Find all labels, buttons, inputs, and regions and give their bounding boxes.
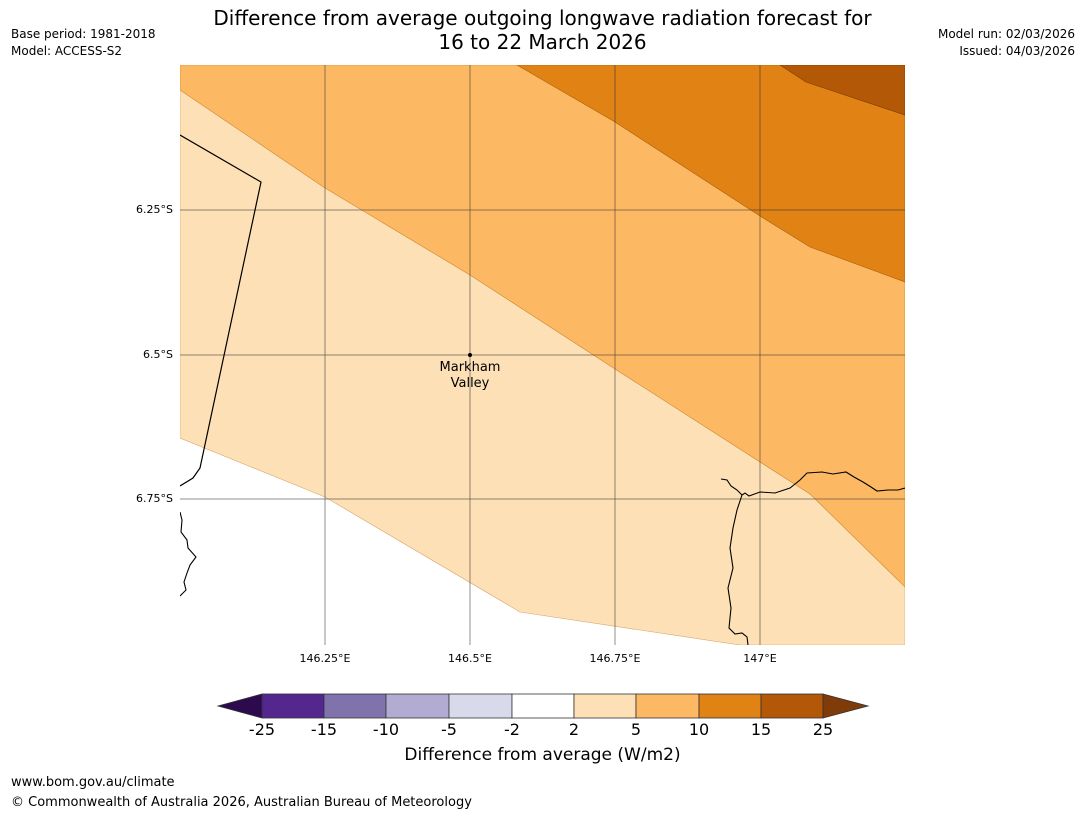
cb-tick: -15 <box>310 720 338 739</box>
lat-label-6-75: 6.75°S <box>136 492 173 505</box>
markham-river <box>727 494 749 645</box>
coastline-west <box>180 511 197 597</box>
colorbar-title: Difference from average (W/m2) <box>404 745 681 765</box>
cb-extend-low <box>216 693 263 719</box>
cb-tick: 10 <box>688 720 710 739</box>
map-title-line1: Difference from average outgoing longwav… <box>213 6 872 30</box>
lat-label-6-25: 6.25°S <box>136 203 173 216</box>
place-label-line1: Markham <box>439 360 501 375</box>
lon-label-147: 147°E <box>743 652 777 665</box>
lon-label-146-75: 146.75°E <box>589 652 641 665</box>
footer-copyright: © Commonwealth of Australia 2026, Austra… <box>11 795 472 810</box>
cb-bin-2-5 <box>573 693 637 719</box>
cb-tick: -10 <box>372 720 400 739</box>
band-15-25 <box>779 65 905 116</box>
cb-extend-high <box>822 693 870 719</box>
place-label-line2: Valley <box>450 376 490 391</box>
lon-label-146-25: 146.25°E <box>299 652 351 665</box>
model-run-label: Model run: 02/03/2026 <box>937 27 1075 41</box>
footer-url[interactable]: www.bom.gov.au/climate <box>11 775 175 790</box>
location-marker <box>468 353 472 357</box>
issued-label: Issued: 04/03/2026 <box>959 44 1075 58</box>
cb-bin-5-2 <box>448 693 513 719</box>
base-period-label: Base period: 1981-2018 <box>11 27 156 41</box>
cb-tick: 5 <box>630 720 642 739</box>
model-label: Model: ACCESS-S2 <box>11 44 123 58</box>
map-title-line2: 16 to 22 March 2026 <box>438 30 647 54</box>
cb-bin-2-2 <box>511 693 575 719</box>
province-boundary <box>180 134 262 487</box>
cb-bin-10-5 <box>385 693 450 719</box>
cb-tick: -25 <box>248 720 276 739</box>
cb-bin-25-15 <box>261 693 325 719</box>
cb-bin-5-10 <box>635 693 700 719</box>
coastline-east <box>720 471 905 497</box>
cb-tick: -2 <box>504 720 520 739</box>
cb-tick: 2 <box>568 720 580 739</box>
cb-tick: 15 <box>750 720 772 739</box>
cb-bin-15-10 <box>323 693 387 719</box>
cb-tick: 25 <box>812 720 834 739</box>
cb-tick: -5 <box>441 720 457 739</box>
cb-bin-15-25 <box>760 693 824 719</box>
cb-bin-10-15 <box>698 693 762 719</box>
place-label: Markham Valley <box>420 360 520 392</box>
lon-label-146-5: 146.5°E <box>448 652 492 665</box>
lat-label-6-5: 6.5°S <box>143 348 173 361</box>
anomaly-contours <box>180 65 905 645</box>
colorbar <box>216 693 870 719</box>
map-title: Difference from average outgoing longwav… <box>0 6 1085 54</box>
